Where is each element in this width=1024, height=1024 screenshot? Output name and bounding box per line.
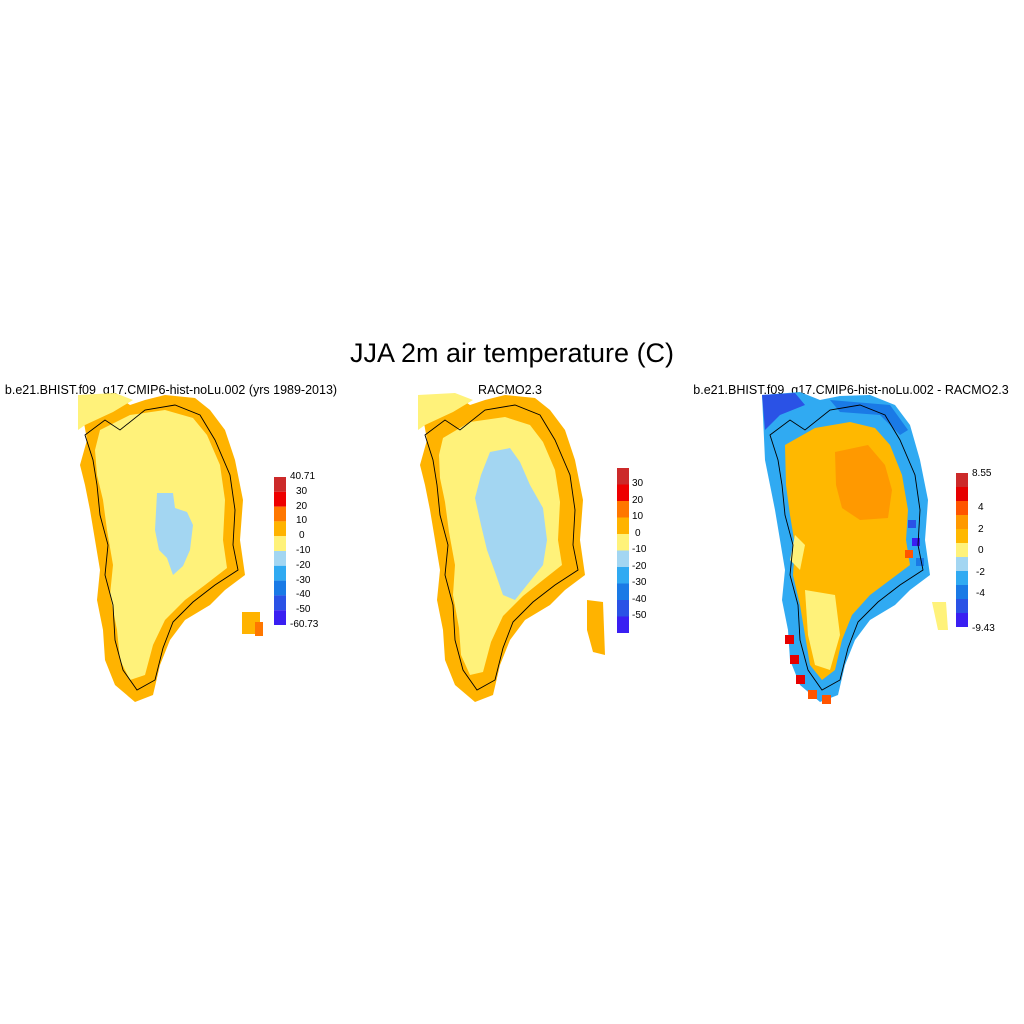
panel-1-colorbar-label: -60.73 bbox=[290, 619, 319, 630]
panel-3-colorbar-label: -9.43 bbox=[972, 623, 995, 634]
panel-2-colorbar-label: -10 bbox=[632, 544, 647, 555]
panel-1-colorbar-label: -20 bbox=[296, 560, 311, 571]
panel-2-colorbar-label: -30 bbox=[632, 577, 647, 588]
panel-1-colorbar-label: 30 bbox=[296, 486, 308, 497]
panel-2-colorbar-label: 30 bbox=[632, 478, 644, 489]
panel-2-colorbar-label: -50 bbox=[632, 610, 647, 621]
panel-1-colorbar-label: 10 bbox=[296, 515, 308, 526]
panel-1-colorbar-label: -30 bbox=[296, 575, 311, 586]
figure-title: JJA 2m air temperature (C) bbox=[349, 338, 675, 368]
panel-3-colorbar-label: 2 bbox=[978, 524, 984, 535]
panel-2-colorbar-label: 10 bbox=[632, 511, 644, 522]
panel-2-cold-core bbox=[475, 448, 547, 600]
panel-3-colorbar-label: 8.55 bbox=[972, 468, 992, 479]
panel-2-colorbar-swatches bbox=[617, 468, 629, 633]
panel-1-colorbar-label: -40 bbox=[296, 589, 311, 600]
panel-1-colorbar-label: 0 bbox=[299, 530, 305, 541]
panel-2-title: RACMO2.3 bbox=[478, 383, 542, 397]
panel-1-northwest-patch bbox=[78, 393, 133, 430]
panel-1-colorbar: 40.71 30 20 10 0 -10 -20 -30 -40 -50 -60… bbox=[274, 471, 318, 630]
panel-2-map bbox=[418, 393, 605, 702]
panel-3-warm-core bbox=[835, 445, 892, 520]
panel-1-colorbar-label: 40.71 bbox=[290, 471, 316, 482]
panel-1-title: b.e21.BHIST.f09_g17.CMIP6-hist-noLu.002 … bbox=[4, 383, 338, 397]
panel-3-red-tip bbox=[785, 635, 794, 644]
panel-2-island bbox=[587, 600, 605, 655]
panel-1-cold-core bbox=[155, 493, 193, 575]
panel-3-title: b.e21.BHIST.f09_g17.CMIP6-hist-noLu.002 … bbox=[693, 383, 1009, 397]
panel-1-colorbar-label: -10 bbox=[296, 545, 311, 556]
panel-2-colorbar-label: 20 bbox=[632, 495, 644, 506]
panel-2-northwest-patch bbox=[418, 393, 473, 430]
panel-3-colorbar-label: -2 bbox=[976, 567, 985, 578]
panel-3-coastline bbox=[769, 404, 924, 691]
panel-3-island bbox=[932, 602, 948, 630]
panel-1-colorbar-label: 20 bbox=[296, 501, 308, 512]
panel-3-colorbar-label: 0 bbox=[978, 545, 984, 556]
panel-2-colorbar: 30 20 10 0 -10 -20 -30 -40 -50 bbox=[617, 468, 646, 638]
panel-3-colorbar: 8.55 4 2 0 -2 -4 -9.43 bbox=[956, 468, 995, 634]
panel-3-map bbox=[762, 392, 948, 704]
panel-3-colorbar-swatches bbox=[956, 473, 968, 627]
panel-3-colorbar-label: -4 bbox=[976, 588, 985, 599]
panel-1-colorbar-label: -50 bbox=[296, 604, 311, 615]
panel-2-colorbar-label: -40 bbox=[632, 594, 647, 605]
panel-1-map bbox=[78, 393, 263, 702]
panel-2-coastline bbox=[424, 404, 579, 691]
panel-1-coastline bbox=[84, 404, 239, 691]
panel-1-colorbar-swatches bbox=[274, 477, 286, 625]
panel-3-colorbar-label: 4 bbox=[978, 502, 984, 513]
panel-2-colorbar-label: -20 bbox=[632, 561, 647, 572]
panel-2-colorbar-label: 0 bbox=[635, 528, 641, 539]
